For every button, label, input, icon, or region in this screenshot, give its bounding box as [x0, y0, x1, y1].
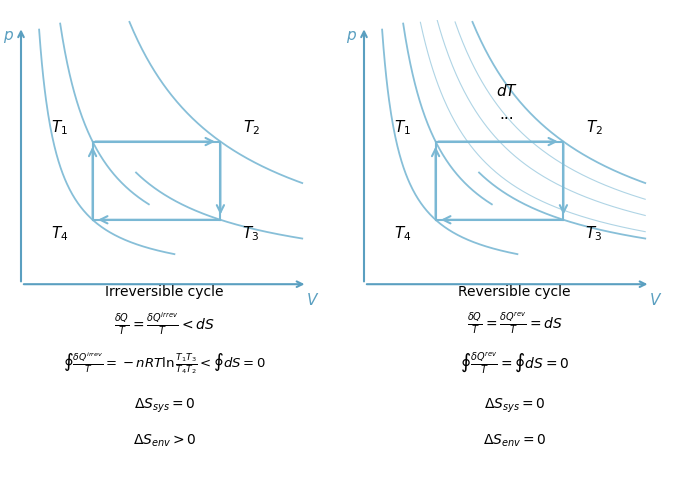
Text: $\frac{\delta Q}{T} = \frac{\delta Q^{irrev}}{T} < dS$: $\frac{\delta Q}{T} = \frac{\delta Q^{ir…	[114, 311, 215, 337]
Text: $\frac{\delta Q}{T} = \frac{\delta Q^{rev}}{T} = dS$: $\frac{\delta Q}{T} = \frac{\delta Q^{re…	[467, 311, 562, 336]
Text: $\Delta S_{sys} = 0$: $\Delta S_{sys} = 0$	[484, 397, 545, 415]
Text: $dT$: $dT$	[496, 82, 518, 98]
Text: $T_3$: $T_3$	[242, 224, 260, 243]
Text: $T_4$: $T_4$	[50, 224, 68, 243]
Text: $T_4$: $T_4$	[393, 224, 411, 243]
Text: $\Delta S_{sys} = 0$: $\Delta S_{sys} = 0$	[134, 397, 195, 415]
Text: $T_1$: $T_1$	[51, 119, 68, 137]
Text: $T_2$: $T_2$	[243, 119, 260, 137]
Text: Reversible cycle: Reversible cycle	[458, 285, 570, 299]
Text: V: V	[307, 293, 318, 308]
Text: $T_2$: $T_2$	[586, 119, 603, 137]
Text: ...: ...	[500, 106, 514, 122]
Text: p: p	[346, 28, 356, 43]
Text: $\Delta S_{env} = 0$: $\Delta S_{env} = 0$	[483, 432, 546, 448]
Text: Irreversible cycle: Irreversible cycle	[105, 285, 224, 299]
Text: V: V	[650, 293, 661, 308]
Text: $\oint\frac{\delta Q^{irrev}}{T} = -nRT\ln\frac{T_1 T_3}{T_4 T_2} < \oint dS = 0: $\oint\frac{\delta Q^{irrev}}{T} = -nRT\…	[63, 350, 266, 376]
Text: $\Delta S_{env} > 0$: $\Delta S_{env} > 0$	[133, 432, 196, 448]
Text: p: p	[4, 28, 13, 43]
Text: $T_3$: $T_3$	[585, 224, 603, 243]
Text: $T_1$: $T_1$	[394, 119, 411, 137]
Text: $\oint\frac{\delta Q^{rev}}{T} = \oint dS = 0$: $\oint\frac{\delta Q^{rev}}{T} = \oint d…	[460, 350, 569, 375]
